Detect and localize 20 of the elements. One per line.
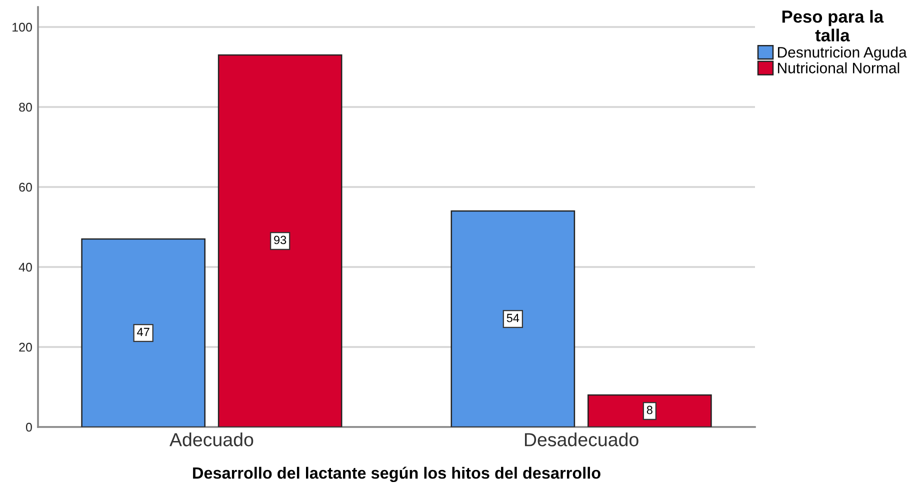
- bar: [218, 54, 342, 427]
- y-tick-label: 100: [12, 22, 32, 32]
- data-label: 54: [506, 314, 520, 322]
- data-label: 8: [646, 406, 652, 414]
- bar: [81, 238, 206, 427]
- y-tick-label: 0: [26, 422, 32, 432]
- x-tick-label: Adecuado: [170, 432, 254, 446]
- y-tick-label: 20: [19, 342, 32, 352]
- y-tick-label: 60: [19, 182, 32, 192]
- legend-label: Nutricional Normal: [778, 62, 900, 74]
- x-tick-label: Desadecuado: [524, 432, 638, 446]
- data-label: 47: [137, 328, 150, 336]
- y-tick-label: 40: [18, 262, 32, 272]
- x-axis-title: Desarrollo del lactante según los hitos del desarrollo: [193, 466, 600, 482]
- y-tick-label: 80: [19, 102, 32, 112]
- bar: [588, 394, 712, 427]
- data-label: 93: [274, 236, 286, 244]
- legend-label: Desnutricion Aguda: [778, 46, 907, 61]
- legend-title: Peso para la talla: [782, 10, 884, 42]
- bar: [450, 210, 576, 427]
